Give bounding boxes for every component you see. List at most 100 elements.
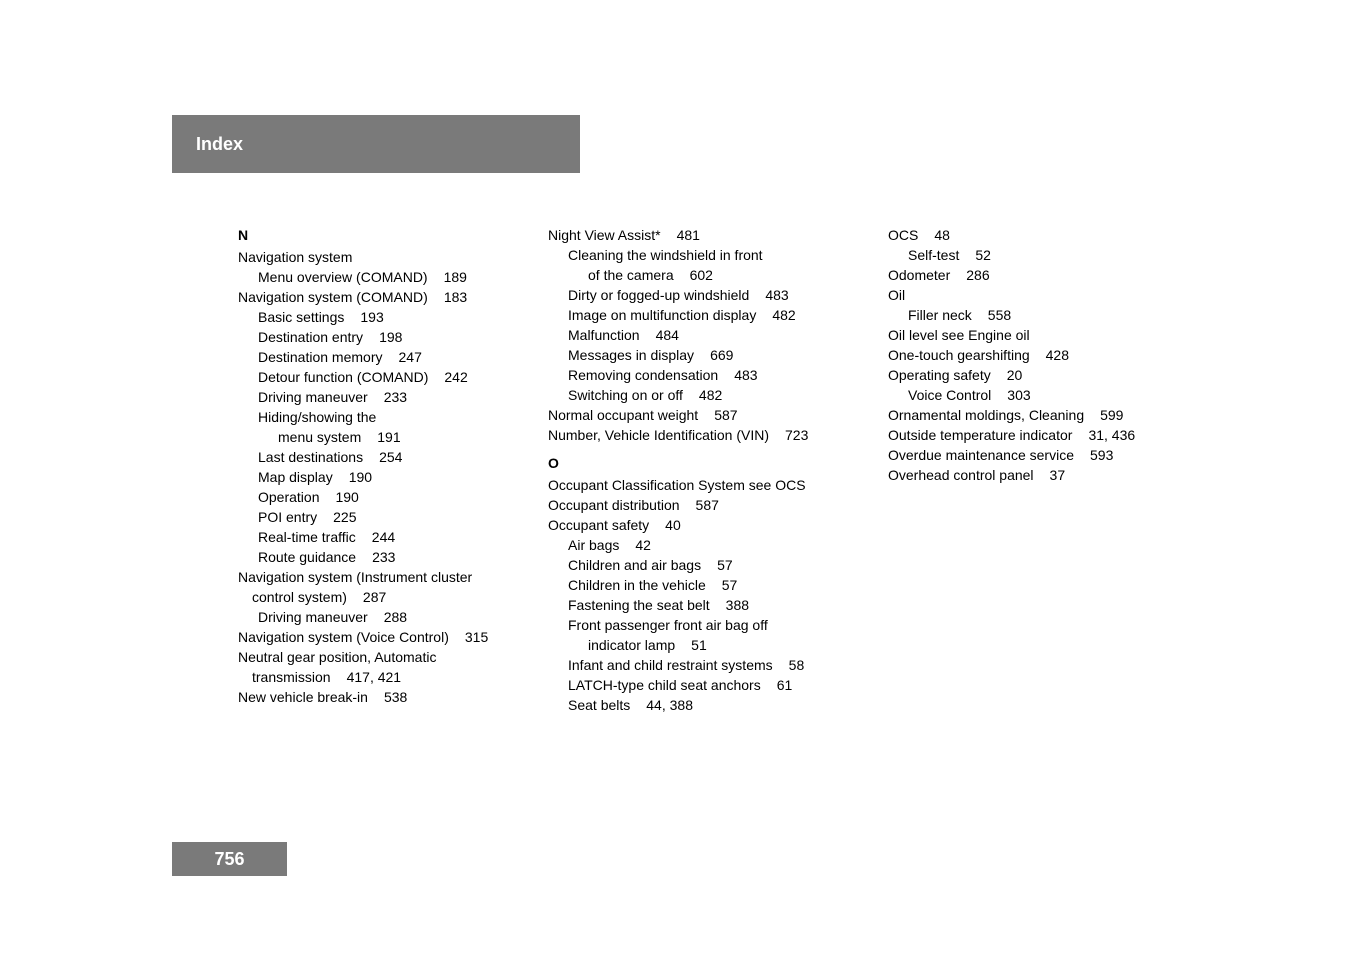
column-1: N Navigation systemMenu overview (COMAND…	[238, 225, 528, 715]
index-entry-text: Overdue maintenance service	[888, 447, 1074, 463]
index-entry-page: 191	[361, 429, 400, 445]
index-entry-page: 193	[344, 309, 383, 325]
index-entry: Normal occupant weight587	[548, 405, 868, 425]
col3-entries: OCS48Self-test52Odometer286OilFiller nec…	[888, 225, 1198, 485]
index-entry-page: 190	[333, 469, 372, 485]
index-entry-text: menu system	[278, 429, 361, 445]
index-entry-text: Image on multifunction display	[568, 307, 756, 323]
index-entry: Messages in display669	[548, 345, 868, 365]
index-entry-page: 483	[718, 367, 757, 383]
index-entry-text: LATCH-type child seat anchors	[568, 677, 761, 693]
index-entry: Navigation system	[238, 247, 528, 267]
index-entry: Last destinations254	[238, 447, 528, 467]
section-letter-n: N	[238, 225, 528, 245]
index-entry-text: Destination memory	[258, 349, 383, 365]
index-entry-text: Fastening the seat belt	[568, 597, 710, 613]
index-entry-page: 599	[1084, 407, 1123, 423]
index-entry: Menu overview (COMAND)189	[238, 267, 528, 287]
index-entry: Overhead control panel37	[888, 465, 1198, 485]
index-entry-text: Occupant distribution	[548, 497, 680, 513]
index-entry-text: Removing condensation	[568, 367, 718, 383]
index-entry: Children and air bags57	[548, 555, 868, 575]
index-entry: transmission417, 421	[238, 667, 528, 687]
index-entry-text: Basic settings	[258, 309, 344, 325]
index-entry-page: 587	[680, 497, 719, 513]
index-entry-page: 593	[1074, 447, 1113, 463]
index-entry-text: Switching on or off	[568, 387, 683, 403]
index-entry-page: 40	[649, 517, 681, 533]
index-entry: Destination memory247	[238, 347, 528, 367]
index-entry-page: 602	[674, 267, 713, 283]
index-entry-text: Occupant Classification System see OCS	[548, 477, 806, 493]
index-entry: Operating safety20	[888, 365, 1198, 385]
index-entry: One-touch gearshifting428	[888, 345, 1198, 365]
index-entry-text: Driving maneuver	[258, 609, 368, 625]
index-entry: Dirty or fogged-up windshield483	[548, 285, 868, 305]
index-entry: Driving maneuver233	[238, 387, 528, 407]
index-entry: Outside temperature indicator31, 436	[888, 425, 1198, 445]
index-entry-page: 20	[991, 367, 1023, 383]
index-entry-page: 57	[706, 577, 738, 593]
index-entry: Driving maneuver288	[238, 607, 528, 627]
index-entry: Malfunction484	[548, 325, 868, 345]
index-entry-text: Night View Assist*	[548, 227, 661, 243]
section-letter-o: O	[548, 453, 868, 473]
index-entry-text: Cleaning the windshield in front	[568, 247, 763, 263]
index-entry-text: Real-time traffic	[258, 529, 356, 545]
page-number-bar: 756	[172, 842, 287, 876]
index-entry-text: Voice Control	[908, 387, 991, 403]
index-entry-page: 254	[363, 449, 402, 465]
index-entry-text: Occupant safety	[548, 517, 649, 533]
page-number: 756	[214, 849, 244, 870]
index-entry-page: 388	[710, 597, 749, 613]
index-entry-page: 247	[383, 349, 422, 365]
index-entry-text: Navigation system (Instrument cluster	[238, 569, 472, 585]
index-entry: Detour function (COMAND)242	[238, 367, 528, 387]
index-entry-page: 52	[959, 247, 991, 263]
index-entry-page: 37	[1034, 467, 1066, 483]
index-entry-text: Children in the vehicle	[568, 577, 706, 593]
index-entry: LATCH-type child seat anchors61	[548, 675, 868, 695]
index-entry: Navigation system (Voice Control)315	[238, 627, 528, 647]
index-entry-text: Number, Vehicle Identification (VIN)	[548, 427, 769, 443]
index-entry: Self-test52	[888, 245, 1198, 265]
index-entry-page: 315	[449, 629, 488, 645]
index-entry: Overdue maintenance service593	[888, 445, 1198, 465]
index-entry: Odometer286	[888, 265, 1198, 285]
index-entry-text: Menu overview (COMAND)	[258, 269, 428, 285]
index-entry-page: 481	[661, 227, 700, 243]
index-entry: Night View Assist*481	[548, 225, 868, 245]
index-entry: OCS48	[888, 225, 1198, 245]
index-entry: Occupant Classification System see OCS	[548, 475, 868, 495]
index-entry-text: Neutral gear position, Automatic	[238, 649, 436, 665]
index-entry-text: of the camera	[588, 267, 674, 283]
index-entry-text: New vehicle break-in	[238, 689, 368, 705]
index-entry-page: 669	[694, 347, 733, 363]
index-entry: Navigation system (Instrument cluster	[238, 567, 528, 587]
index-entry-text: Outside temperature indicator	[888, 427, 1072, 443]
col2-block2: Occupant Classification System see OCS Oc…	[548, 475, 868, 715]
index-entry-page: 482	[683, 387, 722, 403]
index-entry-text: Hiding/showing the	[258, 409, 376, 425]
index-entry-text: One-touch gearshifting	[888, 347, 1030, 363]
index-entry: Real-time traffic244	[238, 527, 528, 547]
index-entry-page: 244	[356, 529, 395, 545]
index-entry-text: Oil	[888, 287, 905, 303]
index-entry-text: Air bags	[568, 537, 619, 553]
index-entry-page: 225	[317, 509, 356, 525]
index-entry-text: Front passenger front air bag off	[568, 617, 768, 633]
index-entry-text: Seat belts	[568, 697, 630, 713]
index-entry-text: Filler neck	[908, 307, 972, 323]
index-entry: Image on multifunction display482	[548, 305, 868, 325]
index-entry-page: 428	[1030, 347, 1069, 363]
index-entry-text: Self-test	[908, 247, 959, 263]
index-entry-page: 417, 421	[331, 669, 402, 685]
index-entry: Infant and child restraint systems58	[548, 655, 868, 675]
index-entry: Basic settings193	[238, 307, 528, 327]
index-entry-page: 48	[918, 227, 950, 243]
index-entry-text: Route guidance	[258, 549, 356, 565]
index-entry: Operation190	[238, 487, 528, 507]
index-entry-text: transmission	[252, 669, 331, 685]
index-entry-text: Dirty or fogged-up windshield	[568, 287, 749, 303]
index-entry-page: 42	[619, 537, 651, 553]
